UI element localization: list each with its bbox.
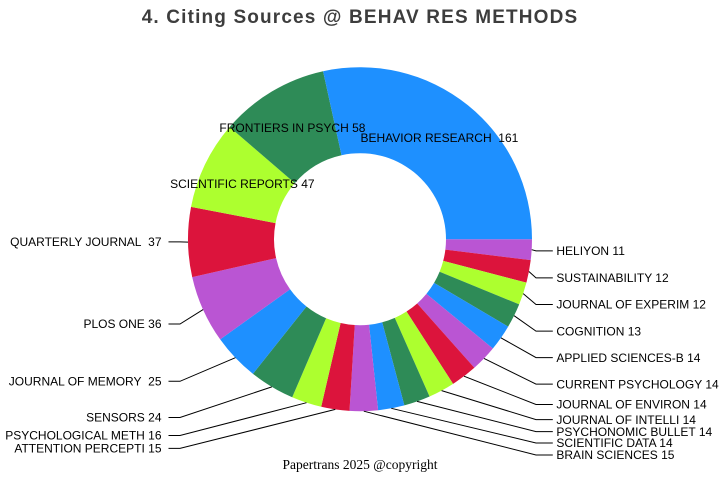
svg-text:ATTENTION PERCEPTI 15: ATTENTION PERCEPTI 15 [14, 442, 161, 456]
svg-text:PSYCHOLOGICAL METH 16: PSYCHOLOGICAL METH 16 [5, 429, 162, 443]
svg-text:SCIENTIFIC REPORTS 47: SCIENTIFIC REPORTS 47 [170, 177, 315, 191]
svg-text:COGNITION 13: COGNITION 13 [556, 324, 641, 338]
svg-text:SUSTAINABILITY 12: SUSTAINABILITY 12 [556, 271, 669, 285]
svg-text:CURRENT PSYCHOLOGY 14: CURRENT PSYCHOLOGY 14 [556, 377, 719, 391]
svg-text:APPLIED SCIENCES-B 14: APPLIED SCIENCES-B 14 [556, 351, 700, 365]
svg-text:PLOS ONE 36: PLOS ONE 36 [83, 317, 161, 331]
svg-text:QUARTERLY JOURNAL 37: QUARTERLY JOURNAL 37 [10, 235, 162, 249]
svg-text:JOURNAL OF ENVIRON 14: JOURNAL OF ENVIRON 14 [556, 398, 707, 412]
svg-text:FRONTIERS IN PSYCH 58: FRONTIERS IN PSYCH 58 [219, 121, 365, 135]
svg-text:JOURNAL OF MEMORY 25: JOURNAL OF MEMORY 25 [9, 375, 162, 389]
svg-text:SCIENTIFIC DATA 14: SCIENTIFIC DATA 14 [556, 436, 673, 450]
svg-text:HELIYON 11: HELIYON 11 [556, 244, 625, 258]
svg-text:JOURNAL OF INTELLI 14: JOURNAL OF INTELLI 14 [556, 413, 696, 427]
svg-text:PSYCHONOMIC BULLET 14: PSYCHONOMIC BULLET 14 [556, 425, 712, 439]
svg-text:SENSORS 24: SENSORS 24 [86, 411, 162, 425]
svg-text:BRAIN SCIENCES 15: BRAIN SCIENCES 15 [556, 448, 674, 462]
svg-text:JOURNAL OF EXPERIM 12: JOURNAL OF EXPERIM 12 [556, 298, 706, 312]
svg-text:BEHAVIOR RESEARCH 161: BEHAVIOR RESEARCH 161 [361, 131, 519, 145]
